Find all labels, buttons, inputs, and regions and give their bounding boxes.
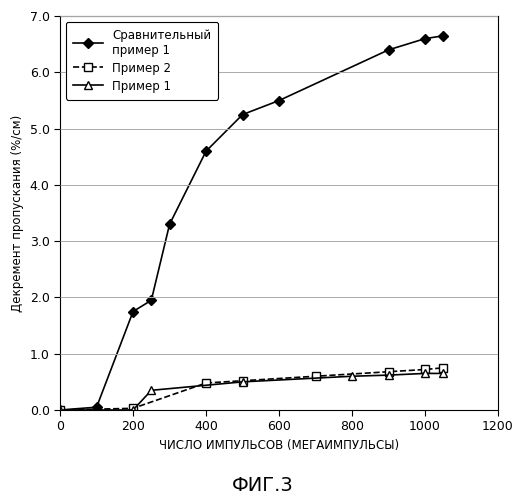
Пример 1 bbox=[385, 372, 392, 378]
Пример 1 bbox=[148, 388, 154, 394]
X-axis label: ЧИСЛО ИМПУЛЬСОВ (МЕГАИМПУЛЬСЫ): ЧИСЛО ИМПУЛЬСОВ (МЕГАИМПУЛЬСЫ) bbox=[159, 439, 399, 452]
Пример 2 bbox=[203, 380, 209, 386]
Пример 1 bbox=[57, 407, 63, 413]
Line: Пример 2: Пример 2 bbox=[56, 364, 447, 414]
Пример 1 bbox=[349, 373, 355, 379]
Пример 2 bbox=[440, 365, 446, 371]
Line: Сравнительный
пример 1: Сравнительный пример 1 bbox=[57, 32, 447, 414]
Пример 2 bbox=[239, 378, 246, 384]
Сравнительный
пример 1 bbox=[385, 47, 392, 53]
Пример 2 bbox=[57, 407, 63, 413]
Сравнительный
пример 1 bbox=[130, 308, 136, 314]
Сравнительный
пример 1 bbox=[148, 298, 154, 304]
Сравнительный
пример 1 bbox=[239, 112, 246, 117]
Legend: Сравнительный
пример 1, Пример 2, Пример 1: Сравнительный пример 1, Пример 2, Пример… bbox=[66, 22, 218, 100]
Сравнительный
пример 1 bbox=[422, 36, 428, 42]
Пример 2 bbox=[385, 368, 392, 374]
Пример 2 bbox=[130, 406, 136, 411]
Пример 2 bbox=[422, 366, 428, 372]
Y-axis label: Декремент пропускания (%/см): Декремент пропускания (%/см) bbox=[11, 114, 24, 312]
Сравнительный
пример 1 bbox=[166, 222, 173, 228]
Сравнительный
пример 1 bbox=[203, 148, 209, 154]
Text: ФИГ.3: ФИГ.3 bbox=[232, 476, 293, 495]
Пример 1 bbox=[422, 370, 428, 376]
Пример 2 bbox=[312, 373, 319, 379]
Сравнительный
пример 1 bbox=[276, 98, 282, 103]
Пример 1 bbox=[440, 370, 446, 376]
Line: Пример 1: Пример 1 bbox=[56, 370, 447, 414]
Сравнительный
пример 1 bbox=[440, 33, 446, 39]
Пример 1 bbox=[239, 379, 246, 385]
Сравнительный
пример 1 bbox=[57, 407, 63, 413]
Пример 1 bbox=[130, 407, 136, 413]
Сравнительный
пример 1 bbox=[93, 404, 100, 410]
